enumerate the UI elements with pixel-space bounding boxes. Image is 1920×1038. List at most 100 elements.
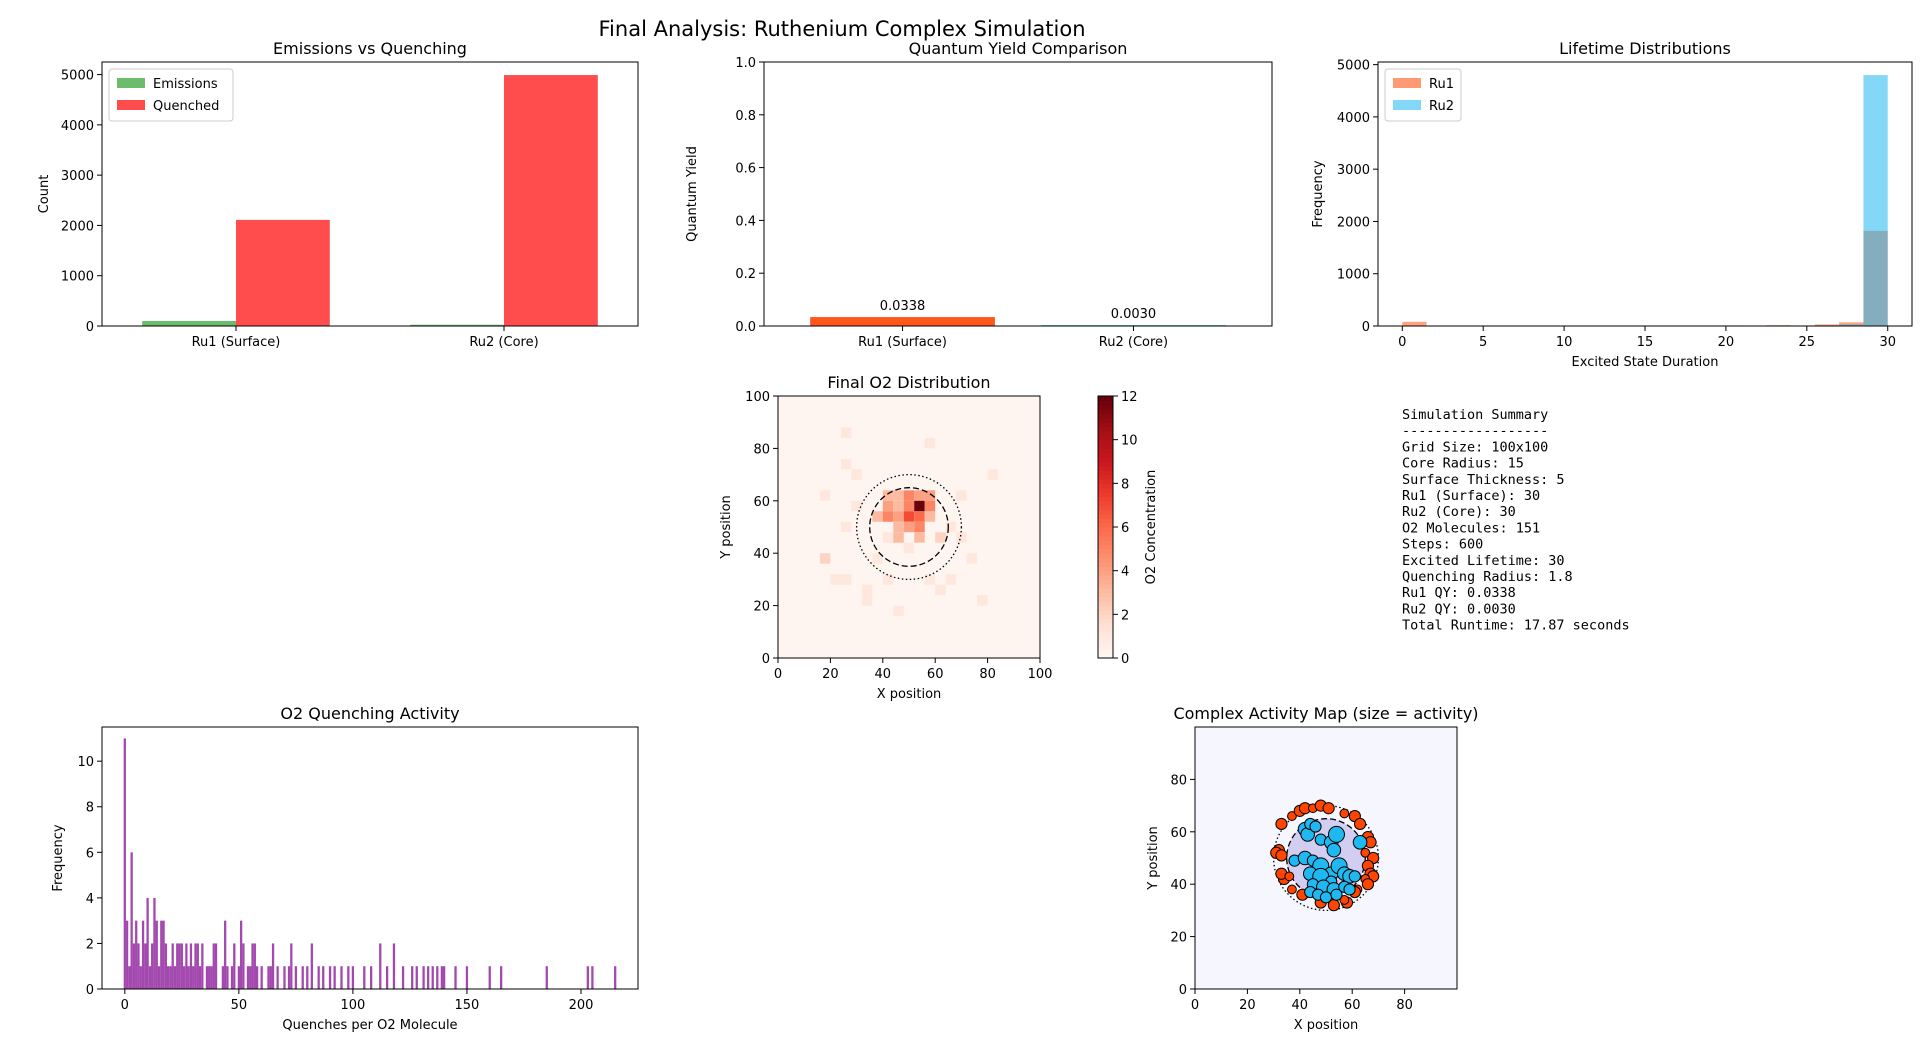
x-tick-label: 0 <box>774 667 782 682</box>
heatmap-cell <box>903 521 915 533</box>
y-axis-label: Y position <box>719 495 734 560</box>
colorbar-segment <box>1098 548 1113 554</box>
hist-bar-ru1 <box>1839 322 1864 326</box>
bar-quantum-yield <box>810 317 995 326</box>
x-tick-label: 0 <box>1398 335 1406 350</box>
chart-quantum-yield: 0.0338 Ru1 (Surface) 0.0030 Ru2 (Core) 0.0 0.… <box>685 39 1273 350</box>
y-tick-label: 60 <box>753 495 770 510</box>
colorbar-segment <box>1098 601 1113 607</box>
hist-bar-ru2 <box>1863 75 1888 326</box>
hist-bar <box>251 943 254 989</box>
scatter-point-ru2 <box>1309 820 1322 833</box>
colorbar-label: O2 Concentration <box>1144 470 1159 585</box>
y-tick-label: 10 <box>77 755 94 770</box>
x-tick-label: 100 <box>1028 667 1053 682</box>
y-axis-label: Frequency <box>51 824 66 891</box>
colorbar-segment <box>1098 609 1113 615</box>
hist-bar <box>328 966 332 989</box>
hist-bar <box>333 966 336 989</box>
hist-bar <box>139 966 142 989</box>
x-tick-label: Ru2 (Core) <box>469 335 538 350</box>
y-tick-label: 4 <box>86 892 94 907</box>
colorbar-segment <box>1098 592 1113 598</box>
scatter-point-ru1 <box>1284 871 1295 882</box>
heatmap-cell <box>977 595 988 606</box>
y-tick-label: 40 <box>1170 878 1187 893</box>
colorbar-segment <box>1098 505 1113 511</box>
heatmap-cell <box>914 511 925 522</box>
legend-label: Emissions <box>153 77 218 92</box>
colorbar-segment <box>1098 553 1113 559</box>
x-tick-label: Ru1 (Surface) <box>858 335 947 350</box>
heatmap-cell <box>903 542 915 554</box>
summary-line: Ru2 QY: 0.0030 <box>1402 601 1516 617</box>
hist-bar <box>500 966 503 989</box>
heatmap-cell <box>882 490 894 501</box>
hist-bar <box>269 966 272 989</box>
hist-bar <box>151 943 154 989</box>
heatmap-cell <box>861 584 873 596</box>
bar-quenched <box>236 219 330 326</box>
hist-bar <box>205 966 209 989</box>
scatter-point-ru2 <box>1348 870 1361 883</box>
colorbar-tick-label: 0 <box>1121 652 1129 667</box>
x-tick-label: 50 <box>231 998 248 1013</box>
x-tick-label: 20 <box>1239 998 1256 1013</box>
hist-bar-ru2 <box>1839 324 1864 326</box>
x-tick-label: 150 <box>455 998 480 1013</box>
hist-bar <box>253 943 256 989</box>
y-tick-label: 2 <box>86 937 94 952</box>
heatmap-cell <box>935 532 946 543</box>
scatter-point-ru2 <box>1319 891 1333 904</box>
hist-bar <box>135 920 138 989</box>
colorbar-segment <box>1098 492 1113 498</box>
colorbar-segment <box>1098 653 1113 659</box>
legend-label: Ru2 <box>1429 99 1454 114</box>
y-tick-label: 40 <box>753 547 770 562</box>
data-label: 0.0338 <box>880 299 926 314</box>
hist-bar <box>141 920 145 989</box>
hist-bar <box>488 966 491 989</box>
hist-bar <box>427 966 430 989</box>
colorbar-segment <box>1098 544 1113 550</box>
colorbar-tick-label: 12 <box>1121 390 1138 405</box>
heatmap-cell <box>872 511 883 522</box>
chart-title: Lifetime Distributions <box>1559 39 1731 58</box>
legend-swatch <box>1393 100 1421 110</box>
axes-frame <box>777 395 1041 659</box>
colorbar-segment <box>1098 527 1113 532</box>
heatmap-cell <box>840 427 852 438</box>
colorbar-tick-label: 4 <box>1121 565 1129 580</box>
colorbar-tick-label: 10 <box>1121 434 1138 449</box>
colorbar-segment <box>1098 618 1113 624</box>
colorbar-segment <box>1098 566 1113 572</box>
summary-line: Steps: 600 <box>1402 537 1483 553</box>
heatmap-cell <box>987 469 999 480</box>
colorbar-segment <box>1098 396 1113 401</box>
hist-bar <box>431 966 434 989</box>
heatmap-cell <box>840 521 852 533</box>
y-tick-label: 60 <box>1170 826 1187 841</box>
x-tick-label: 15 <box>1637 335 1654 350</box>
heatmap-cell <box>924 437 936 449</box>
axes-frame <box>101 61 639 327</box>
hist-bar <box>164 943 168 989</box>
colorbar-segment <box>1098 583 1113 589</box>
colorbar-segment <box>1098 535 1113 541</box>
legend-swatch <box>1393 78 1421 88</box>
chart-emissions-vs-quenching: Ru1 (Surface) Ru2 (Core) 0 1000 2000 3000 4000… <box>37 39 639 350</box>
x-tick-label: 40 <box>875 667 892 682</box>
heatmap-cell <box>830 574 841 585</box>
chart-o2-quenching-activity: 0 50 100 150 200 0 2 4 6 8 10 O2 Quenching Activity… <box>51 704 639 1033</box>
y-tick-label: 2000 <box>1337 215 1370 230</box>
colorbar-segment <box>1098 540 1113 546</box>
y-tick-label: 0 <box>86 320 94 335</box>
hist-bar <box>255 966 259 989</box>
colorbar-segment <box>1098 644 1113 650</box>
summary-line: Excited Lifetime: 30 <box>1402 553 1565 569</box>
summary-line: Ru1 QY: 0.0338 <box>1402 585 1516 601</box>
dashed-boundary-circle <box>869 487 949 567</box>
hist-bar <box>271 943 275 989</box>
colorbar-segment <box>1098 500 1113 506</box>
